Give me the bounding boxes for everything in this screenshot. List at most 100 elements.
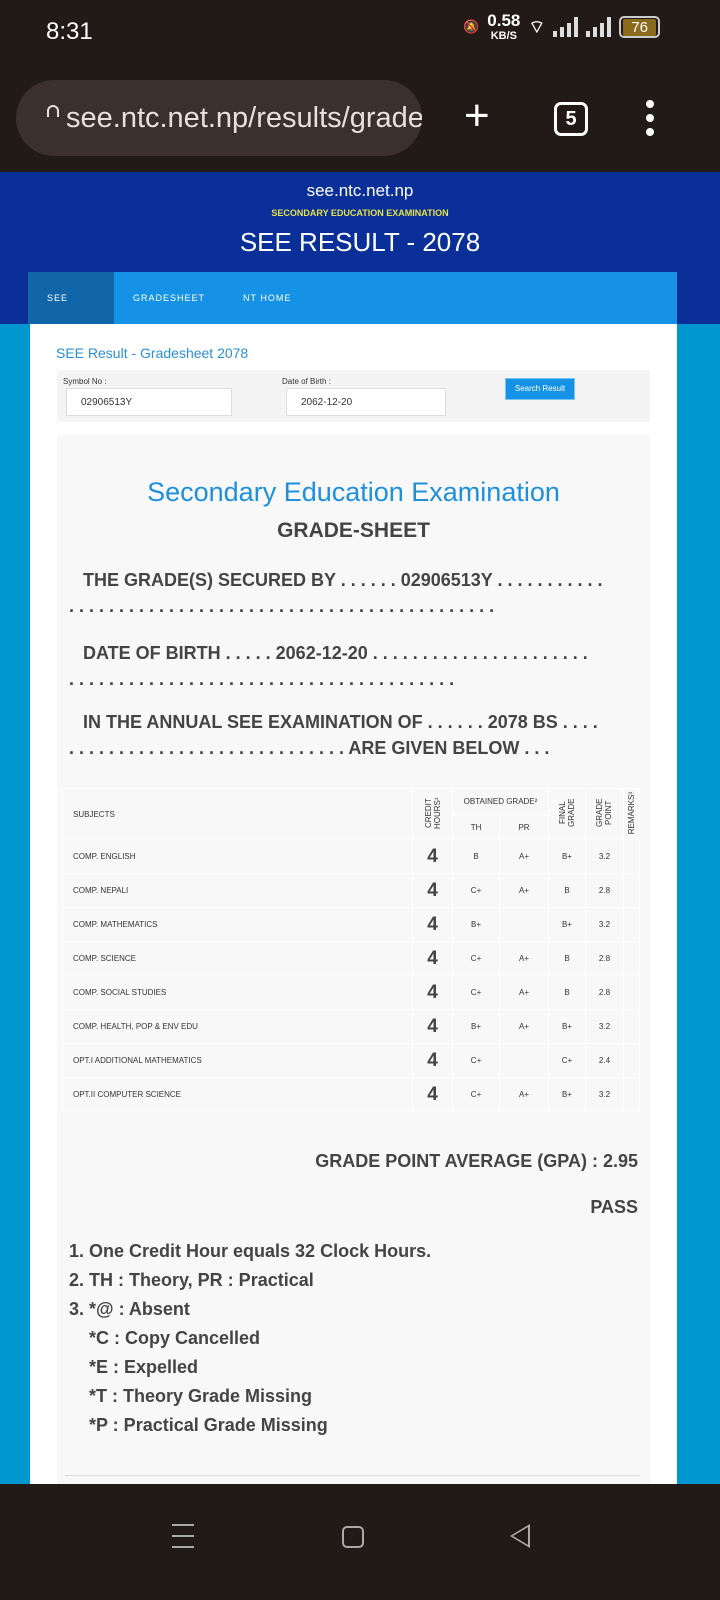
final-grade-cell: C+ [547, 1043, 586, 1078]
tab-switcher-button[interactable]: 5 [554, 102, 588, 136]
credit-cell: 4 [412, 941, 453, 976]
note: *E : Expelled [89, 1357, 199, 1377]
site-subtitle: SECONDARY EDUCATION EXAMINATION [271, 208, 449, 218]
notes: 1. One Credit Hour equals 32 Clock Hours… [69, 1237, 431, 1440]
new-tab-icon[interactable]: + [464, 91, 490, 140]
final-grade-cell: B+ [547, 1077, 586, 1112]
pr-grade-cell: A+ [499, 839, 549, 874]
th-grade-cell: C+ [451, 1077, 501, 1112]
grade-point-cell: 3.2 [584, 1009, 624, 1044]
grade-point-cell: 2.8 [584, 941, 624, 976]
signal-icon [586, 17, 612, 37]
dots-line: . . . . . . . . . . . . . . . . . . . . … [69, 738, 550, 758]
grade-point-cell: 3.2 [584, 1077, 624, 1112]
page-title: SEE Result - Gradesheet 2078 [56, 345, 249, 361]
pr-grade-cell: A+ [499, 1009, 549, 1044]
dots-line: . . . . . . . . . . . . . . . . . . . . … [69, 669, 455, 689]
col-th: TH [451, 815, 501, 840]
table-row: OPT.II COMPUTER SCIENCE 4 C+ A+ B+ 3.2 [62, 1077, 641, 1112]
battery-icon: 76 [619, 16, 660, 38]
gradesheet: Secondary Education Examination GRADE-SH… [57, 435, 650, 1495]
note: 3. *@ : Absent [69, 1299, 190, 1319]
subject-cell: OPT.I ADDITIONAL MATHEMATICS [62, 1043, 413, 1078]
credit-cell: 4 [412, 1043, 453, 1078]
remarks-cell [622, 1043, 641, 1078]
nav-see-home[interactable]: SEE HOME [28, 272, 114, 355]
remarks-cell [622, 975, 641, 1010]
grades-table: SUBJECTS CREDIT HOURS¹ OBTAINED GRADE² F… [62, 788, 641, 1112]
subject-cell: COMP. NEPALI [62, 873, 413, 908]
browser-toolbar: see.ntc.net.np/results/gradesheet + 5 [0, 62, 720, 172]
home-icon[interactable] [342, 1526, 364, 1548]
content-panel: SEE Result - Gradesheet 2078 Symbol No :… [30, 324, 677, 1495]
col-obtained-grade: OBTAINED GRADE² [452, 788, 549, 816]
col-subjects: SUBJECTS [62, 788, 413, 840]
th-grade-cell: C+ [451, 975, 501, 1010]
result-status: PASS [590, 1197, 638, 1217]
dots-line: . . . . . . . . . . . . . . . . . . . . … [69, 596, 495, 616]
final-grade-cell: B [547, 873, 586, 908]
grade-point-cell: 2.4 [584, 1043, 624, 1078]
col-final-grade: FINAL GRADE [547, 788, 586, 840]
dob-label: Date of Birth : [282, 377, 331, 386]
remarks-cell [622, 839, 641, 874]
dob-input[interactable]: 2062-12-20 [286, 388, 446, 416]
pr-grade-cell: A+ [499, 873, 549, 908]
th-grade-cell: B+ [451, 907, 501, 942]
search-form: Symbol No : 02906513Y Date of Birth : 20… [57, 370, 650, 422]
pr-grade-cell: A+ [499, 1077, 549, 1112]
grade-point-cell: 3.2 [584, 907, 624, 942]
network-speed: 0.58 KB/S [487, 11, 521, 43]
symbol-label: Symbol No : [63, 377, 107, 386]
subject-cell: COMP. ENGLISH [62, 839, 413, 874]
final-grade-cell: B+ [547, 1009, 586, 1044]
table-row: COMP. NEPALI 4 C+ A+ B 2.8 [62, 873, 641, 908]
credit-cell: 4 [412, 839, 453, 874]
symbol-input[interactable]: 02906513Y [66, 388, 232, 416]
grade-point-cell: 3.2 [584, 839, 624, 874]
main-nav: SEE HOME GRADESHEET NT HOME [28, 272, 677, 355]
status-bar: 8:31 🔕 0.58 KB/S ⌔ 76 [0, 0, 720, 62]
dob-line: DATE OF BIRTH . . . . . 2062-12-20 . . .… [83, 643, 588, 663]
note: *C : Copy Cancelled [89, 1328, 261, 1348]
th-grade-cell: B [451, 839, 501, 874]
exam-title: Secondary Education Examination [147, 477, 560, 507]
back-icon[interactable] [510, 1524, 530, 1548]
nav-gradesheet[interactable]: GRADESHEET [133, 293, 206, 303]
grade-point-cell: 2.8 [584, 975, 624, 1010]
pr-grade-cell [499, 1043, 549, 1078]
clock: 8:31 [46, 18, 93, 45]
pr-grade-cell [499, 907, 549, 942]
mute-icon: 🔕 [463, 19, 480, 34]
pr-grade-cell: A+ [499, 941, 549, 976]
final-grade-cell: B [547, 975, 586, 1010]
url-bar[interactable]: see.ntc.net.np/results/gradesheet [16, 80, 422, 156]
table-row: COMP. MATHEMATICS 4 B+ B+ 3.2 [62, 907, 641, 942]
nav-nt-home[interactable]: NT HOME [243, 293, 292, 303]
signal-icon [553, 17, 579, 37]
gpa: GRADE POINT AVERAGE (GPA) : 2.95 [315, 1151, 638, 1171]
subject-cell: OPT.II COMPUTER SCIENCE [62, 1077, 413, 1112]
subject-cell: COMP. HEALTH, POP & ENV EDU [62, 1009, 413, 1044]
secured-by-line: THE GRADE(S) SECURED BY . . . . . . 0290… [83, 570, 603, 590]
table-row: COMP. SOCIAL STUDIES 4 C+ A+ B 2.8 [62, 975, 641, 1010]
table-row: COMP. HEALTH, POP & ENV EDU 4 B+ A+ B+ 3.2 [62, 1009, 641, 1044]
search-result-button[interactable]: Search Result [505, 378, 575, 400]
table-row: COMP. SCIENCE 4 C+ A+ B 2.8 [62, 941, 641, 976]
final-grade-cell: B+ [547, 839, 586, 874]
site-name: see.ntc.net.np [306, 181, 414, 200]
th-grade-cell: B+ [451, 1009, 501, 1044]
note: 2. TH : Theory, PR : Practical [69, 1270, 314, 1290]
pr-grade-cell: A+ [499, 975, 549, 1010]
note: *P : Practical Grade Missing [89, 1415, 328, 1435]
col-pr: PR [499, 815, 549, 840]
credit-cell: 4 [412, 1077, 453, 1112]
subject-cell: COMP. SCIENCE [62, 941, 413, 976]
more-menu-icon[interactable] [646, 100, 656, 142]
credit-cell: 4 [412, 907, 453, 942]
subject-cell: COMP. SOCIAL STUDIES [62, 975, 413, 1010]
recents-icon[interactable] [172, 1524, 194, 1557]
wifi-icon: ⌔ [528, 16, 546, 37]
grade-point-cell: 2.8 [584, 873, 624, 908]
remarks-cell [622, 873, 641, 908]
